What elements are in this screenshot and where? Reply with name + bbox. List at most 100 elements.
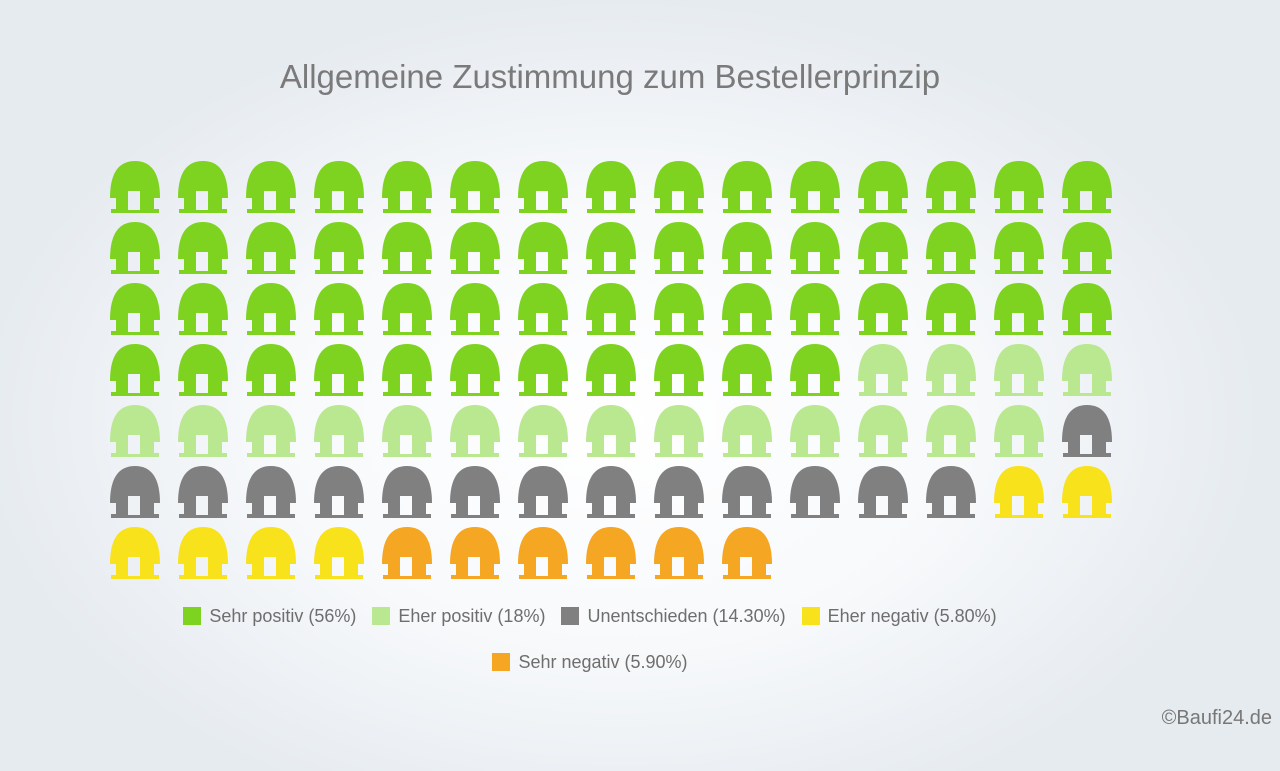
legend-item-unentschieden: Unentschieden (14.30%)	[561, 604, 786, 628]
house-icon-sehr-positiv	[790, 161, 840, 213]
house-icon-sehr-positiv	[926, 283, 976, 335]
house-icon-sehr-positiv	[450, 222, 500, 274]
house-icon-unentschieden	[178, 466, 228, 518]
house-icon-eher-positiv	[654, 405, 704, 457]
house-icon-eher-positiv	[722, 405, 772, 457]
house-icon-sehr-positiv	[382, 344, 432, 396]
house-icon-sehr-positiv	[518, 344, 568, 396]
house-icon-sehr-positiv	[722, 283, 772, 335]
house-icon-sehr-positiv	[246, 283, 296, 335]
house-icon-sehr-positiv	[926, 161, 976, 213]
house-icon-sehr-negativ	[382, 527, 432, 579]
house-icon-unentschieden	[314, 466, 364, 518]
pictogram-chart	[110, 161, 1112, 579]
house-icon-sehr-positiv	[178, 344, 228, 396]
house-icon-sehr-positiv	[450, 344, 500, 396]
house-icon-sehr-positiv	[586, 344, 636, 396]
legend-item-sehr-positiv: Sehr positiv (56%)	[183, 604, 356, 628]
house-icon-sehr-positiv	[1062, 161, 1112, 213]
legend-label-eher-positiv: Eher positiv (18%)	[398, 605, 546, 626]
house-icon-sehr-positiv	[110, 283, 160, 335]
house-icon-grid	[110, 161, 1112, 579]
legend-label-eher-negativ: Eher negativ (5.80%)	[827, 605, 997, 626]
house-icon-unentschieden	[382, 466, 432, 518]
house-icon-sehr-positiv	[382, 222, 432, 274]
house-icon-eher-negativ	[178, 527, 228, 579]
legend-swatch-eher-negativ	[801, 607, 820, 625]
house-icon-eher-positiv	[450, 405, 500, 457]
house-icon-eher-positiv	[518, 405, 568, 457]
house-icon-sehr-positiv	[382, 283, 432, 335]
house-icon-sehr-positiv	[246, 344, 296, 396]
legend-item-eher-negativ: Eher negativ (5.80%)	[801, 604, 997, 628]
house-icon-eher-negativ	[314, 527, 364, 579]
house-icon-sehr-positiv	[722, 222, 772, 274]
house-icon-sehr-positiv	[1062, 222, 1112, 274]
house-icon-sehr-positiv	[518, 161, 568, 213]
house-icon-sehr-positiv	[790, 283, 840, 335]
house-icon-unentschieden	[790, 466, 840, 518]
house-icon-sehr-negativ	[722, 527, 772, 579]
house-icon-eher-negativ	[1062, 466, 1112, 518]
legend-label-sehr-positiv: Sehr positiv (56%)	[209, 605, 357, 626]
house-icon-eher-positiv	[790, 405, 840, 457]
house-icon-unentschieden	[450, 466, 500, 518]
house-icon-sehr-positiv	[518, 283, 568, 335]
house-icon-sehr-positiv	[790, 222, 840, 274]
house-icon-sehr-positiv	[518, 222, 568, 274]
legend-swatch-sehr-negativ	[492, 653, 511, 671]
house-icon-unentschieden	[858, 466, 908, 518]
house-icon-sehr-positiv	[110, 344, 160, 396]
house-icon-eher-positiv	[314, 405, 364, 457]
house-icon-sehr-positiv	[1062, 283, 1112, 335]
house-icon-unentschieden	[518, 466, 568, 518]
house-icon-sehr-positiv	[178, 283, 228, 335]
house-icon-sehr-negativ	[518, 527, 568, 579]
house-icon-eher-positiv	[926, 405, 976, 457]
house-icon-sehr-positiv	[246, 222, 296, 274]
house-icon-sehr-positiv	[926, 222, 976, 274]
house-icon-sehr-positiv	[858, 222, 908, 274]
house-icon-sehr-positiv	[722, 161, 772, 213]
house-icon-sehr-positiv	[110, 161, 160, 213]
house-icon-eher-positiv	[178, 405, 228, 457]
legend-item-sehr-negativ: Sehr negativ (5.90%)	[492, 650, 688, 674]
house-icon-sehr-positiv	[994, 283, 1044, 335]
house-icon-sehr-positiv	[450, 161, 500, 213]
house-icon-sehr-negativ	[654, 527, 704, 579]
house-icon-eher-negativ	[994, 466, 1044, 518]
house-icon-eher-positiv	[926, 344, 976, 396]
house-icon-unentschieden	[926, 466, 976, 518]
house-icon-sehr-positiv	[586, 161, 636, 213]
house-icon-eher-positiv	[246, 405, 296, 457]
house-icon-unentschieden	[110, 466, 160, 518]
house-icon-sehr-negativ	[586, 527, 636, 579]
house-icon-eher-positiv	[586, 405, 636, 457]
house-icon-sehr-positiv	[382, 161, 432, 213]
house-icon-sehr-positiv	[246, 161, 296, 213]
house-icon-unentschieden	[586, 466, 636, 518]
legend-label-sehr-negativ: Sehr negativ (5.90%)	[518, 651, 688, 672]
house-icon-eher-positiv	[1062, 344, 1112, 396]
legend-item-eher-positiv: Eher positiv (18%)	[372, 604, 545, 628]
house-icon-sehr-positiv	[450, 283, 500, 335]
house-icon-eher-negativ	[110, 527, 160, 579]
legend-label-unentschieden: Unentschieden (14.30%)	[587, 605, 786, 626]
house-icon-eher-positiv	[382, 405, 432, 457]
legend-swatch-sehr-positiv	[183, 607, 202, 625]
house-icon-sehr-positiv	[586, 222, 636, 274]
house-icon-unentschieden	[722, 466, 772, 518]
house-icon-unentschieden	[1062, 405, 1112, 457]
legend: Sehr positiv (56%) Eher positiv (18%) Un…	[60, 604, 1120, 674]
legend-swatch-eher-positiv	[372, 607, 391, 625]
house-icon-sehr-positiv	[178, 222, 228, 274]
house-icon-sehr-positiv	[314, 161, 364, 213]
house-icon-sehr-positiv	[314, 283, 364, 335]
house-icon-sehr-positiv	[858, 161, 908, 213]
house-icon-unentschieden	[654, 466, 704, 518]
house-icon-sehr-positiv	[654, 222, 704, 274]
house-icon-eher-positiv	[858, 405, 908, 457]
house-icon-sehr-positiv	[314, 222, 364, 274]
house-icon-sehr-negativ	[450, 527, 500, 579]
house-icon-sehr-positiv	[858, 283, 908, 335]
